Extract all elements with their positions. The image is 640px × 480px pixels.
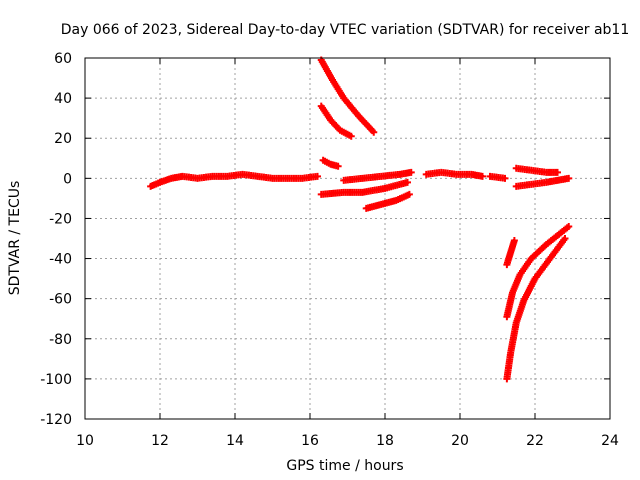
data-point [554,168,561,176]
y-tick-labels: 60 40 20 0 -20 -40 -60 -80 -100 -120 [40,51,72,428]
data-markers [147,56,573,383]
x-tick-label: 12 [151,433,169,449]
series-arc-i [503,237,518,269]
plot-frame [84,57,611,420]
series-arc-e [340,168,415,184]
x-tick-label: 16 [301,433,319,449]
series-arc-k [503,235,569,383]
series-arc-d [317,178,411,198]
series-arc-h [512,174,573,190]
data-point [561,235,569,242]
x-tick-label: 22 [526,433,544,449]
y-tick-label: -120 [40,412,72,428]
grid [85,58,610,419]
y-axis-label: SDTVAR / TECUs [7,181,23,296]
x-tick-label: 14 [226,433,244,449]
data-point [407,168,415,176]
y-tick-label: 40 [54,91,72,107]
data-point [479,172,486,180]
y-tick-label: 20 [54,131,72,147]
series-baseline [147,168,509,190]
x-tick-label: 24 [601,433,619,449]
series-arc-f [362,190,413,212]
x-tick-label: 10 [76,433,94,449]
y-tick-label: -20 [49,211,72,227]
data-point [501,174,509,182]
y-tick-label: -100 [40,372,72,388]
data-point [565,222,573,230]
data-point [334,162,342,170]
y-tick-label: -80 [49,332,72,348]
y-tick-label: -40 [49,252,72,268]
x-axis-label: GPS time / hours [286,458,403,474]
data-point [347,132,355,140]
y-tick-label: -60 [49,292,72,308]
axis-ticks [84,57,611,420]
y-tick-label: 60 [54,51,72,67]
series-arc-j [503,222,573,321]
series-arc-c [319,156,342,170]
y-tick-label: 0 [63,171,72,187]
series-arc-g [512,164,561,176]
data-point [370,128,378,136]
series-arc-b [317,102,355,140]
chart-title: Day 066 of 2023, Sidereal Day-to-day VTE… [61,22,630,38]
x-tick-label: 20 [451,433,469,449]
data-point [565,174,573,182]
data-point [404,178,411,186]
data-point [314,172,321,180]
x-tick-label: 18 [376,433,394,449]
data-point [510,237,518,245]
data-point [405,190,413,198]
x-tick-labels: 10 12 14 16 18 20 22 24 [76,433,619,449]
series-arc-a [317,56,378,136]
